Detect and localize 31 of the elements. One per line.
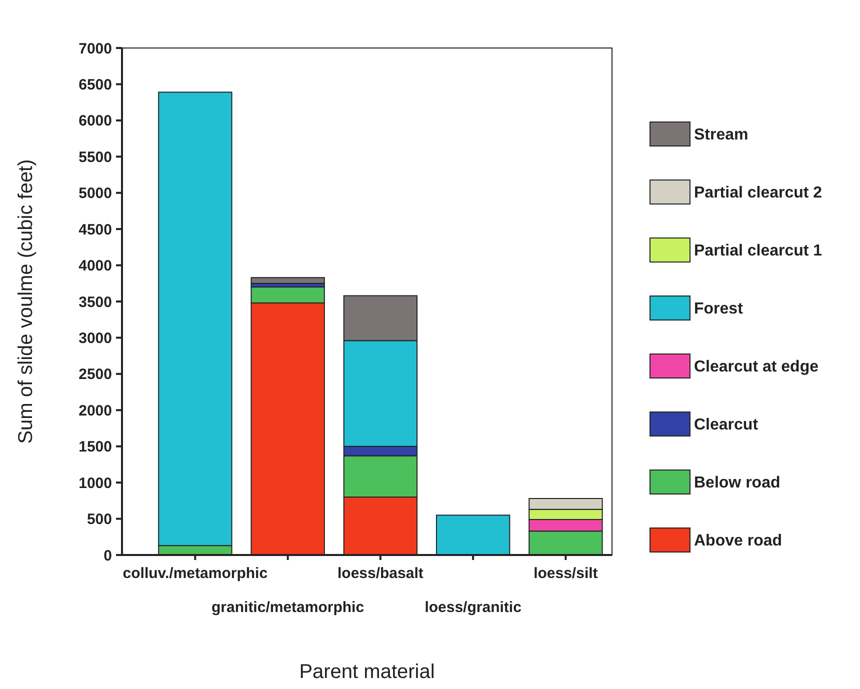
legend-label: Below road — [694, 474, 780, 492]
x-tick-label: colluv./metamorphic — [122, 565, 268, 582]
y-tick-label: 3000 — [78, 330, 112, 347]
y-tick-label: 3500 — [78, 294, 112, 311]
legend-label: Clearcut — [694, 416, 759, 434]
x-tick-label: loess/silt — [534, 565, 598, 582]
y-tick-label: 2000 — [78, 402, 112, 420]
y-tick-label: 1500 — [78, 438, 112, 456]
y-tick-label: 0 — [104, 547, 112, 564]
legend-label: Stream — [694, 126, 748, 144]
y-tick-label: 5000 — [78, 185, 112, 202]
y-tick-label: 500 — [86, 511, 112, 528]
bar — [250, 277, 325, 284]
y-tick-label: 5500 — [78, 148, 112, 166]
x-axis-title: Parent material — [299, 661, 435, 683]
y-tick-label: 2500 — [78, 366, 112, 384]
x-tick-label: loess/granitic — [424, 599, 522, 616]
x-tick-label: granitic/metamorphic — [212, 599, 364, 616]
legend-label: Partial clearcut 2 — [694, 184, 822, 202]
legend-label: Above road — [694, 532, 782, 550]
legend-label: Forest — [694, 300, 744, 318]
legend-label: Clearcut at edge — [694, 358, 819, 376]
y-tick-label: 6000 — [78, 112, 112, 130]
x-tick-label: loess/basalt — [337, 565, 424, 582]
y-tick-label: 4500 — [78, 221, 112, 238]
y-tick-label: 4000 — [78, 258, 112, 275]
y-tick-label: 1000 — [78, 474, 112, 492]
legend-label: Partial clearcut 1 — [694, 242, 822, 260]
y-axis-title: Sum of slide voulme (cubic feet) — [15, 159, 37, 444]
y-tick-label: 6500 — [78, 76, 112, 94]
y-tick-label: 7000 — [78, 40, 112, 58]
